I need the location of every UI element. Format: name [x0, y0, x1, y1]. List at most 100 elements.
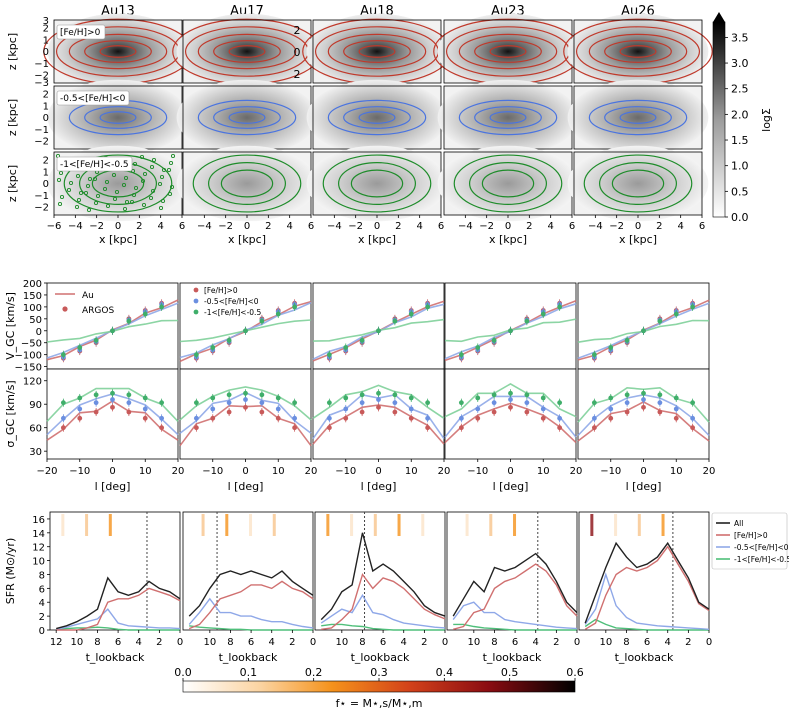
noise-contour — [141, 202, 147, 208]
map-ytick: 1 — [43, 167, 49, 178]
noise-contour — [111, 172, 117, 178]
dispersion-argos-point — [142, 395, 148, 401]
dispersion-argos-point — [60, 400, 66, 406]
noise-contour — [58, 170, 64, 176]
dispersion-argos-point — [508, 390, 513, 396]
dispersion-panel — [312, 368, 445, 460]
dispersion-argos-point — [159, 400, 165, 406]
noise-contour — [85, 183, 91, 189]
dispersion-argos-point — [126, 392, 132, 398]
legend-metal-swatch — [193, 287, 199, 293]
density-map-core — [306, 13, 448, 90]
density-colorbar-tick: 1.5 — [731, 134, 749, 147]
density-contour — [458, 99, 558, 136]
dispersion-argos-point — [77, 395, 83, 401]
dispersion-argos-point — [608, 406, 614, 412]
dispersion-argos-point — [326, 425, 332, 431]
dispersion-argos-point — [690, 400, 696, 406]
velocity-ytick: 100 — [23, 303, 42, 314]
sfr-line-fe_pos — [321, 572, 446, 630]
velocity-argos-point — [540, 311, 546, 317]
map-xtick: 6 — [569, 221, 575, 232]
merger-stripe — [513, 514, 517, 536]
dispersion-xtick: −10 — [69, 466, 90, 477]
dispersion-argos-point — [540, 415, 546, 421]
dispersion-argos-point — [142, 415, 148, 421]
density-contour — [197, 33, 297, 70]
fstar-colorbar-tick: 0.0 — [174, 666, 192, 679]
dispersion-argos-point — [624, 409, 630, 415]
noise-contour — [150, 188, 156, 194]
map-ytick-bottom: −3 — [34, 78, 49, 89]
noise-contour — [139, 154, 145, 160]
noise-contour — [167, 191, 173, 197]
map-ytick: −2 — [34, 137, 49, 148]
merger-stripe — [397, 514, 401, 536]
merger-stripe — [326, 514, 330, 536]
dispersion-argos-point — [326, 400, 332, 406]
fstar-colorbar-tick: 0.5 — [501, 666, 519, 679]
dispersion-argos-point — [425, 415, 431, 421]
dispersion-argos-point — [657, 409, 663, 415]
fstar-colorbar-label: f⋆ = M⋆,s/M⋆,m — [336, 697, 423, 710]
noise-contour — [86, 207, 92, 213]
noise-contour — [74, 204, 80, 210]
noise-contour — [114, 189, 120, 195]
dispersion-xtick: −10 — [335, 466, 356, 477]
density-contour — [489, 45, 527, 58]
map-ytick: −1 — [34, 59, 49, 70]
sfr-xtick: 2 — [685, 637, 691, 648]
density-contour — [327, 33, 427, 70]
noise-contour — [161, 167, 167, 173]
merger-stripe — [61, 514, 65, 536]
metallicity-label-box — [56, 156, 133, 172]
dispersion-xtick: −10 — [600, 466, 621, 477]
velocity-argos-point — [210, 345, 216, 350]
dispersion-argos-point — [641, 404, 646, 410]
velocity-ytick: −50 — [21, 339, 42, 350]
velocity-ytick: 150 — [23, 291, 42, 302]
density-map-core — [306, 79, 448, 156]
sfr-xtick: 6 — [512, 637, 518, 648]
dispersion-argos-point — [210, 395, 216, 401]
map-xlabel: x [kpc] — [99, 233, 137, 246]
merger-stripe — [373, 514, 377, 536]
dispersion-xtick: 0 — [507, 466, 513, 477]
sfr-legend-label: [Fe/H]>0 — [734, 531, 768, 540]
density-contour — [228, 111, 266, 124]
dispersion-argos-point — [60, 425, 66, 431]
density-contour — [474, 40, 542, 63]
dispersion-argos-point — [408, 395, 414, 401]
dispersion-argos-point — [540, 395, 546, 401]
sfr-xtick: 4 — [533, 637, 539, 648]
merger-stripe — [590, 514, 594, 536]
sfr-xtick: 2 — [289, 637, 295, 648]
noise-contour — [93, 200, 99, 206]
map-xtick: 0 — [244, 221, 250, 232]
velocity-ytick: 50 — [29, 315, 42, 326]
dispersion-argos-point — [292, 400, 298, 406]
dispersion-xtick: 0 — [640, 466, 646, 477]
density-map-core — [437, 145, 579, 222]
dispersion-model-line — [46, 387, 179, 422]
noise-contour — [142, 171, 148, 177]
density-contour — [228, 45, 266, 58]
density-map-core — [567, 13, 709, 90]
dispersion-argos-point — [624, 392, 630, 398]
density-map-core — [567, 145, 709, 222]
velocity-argos-point — [193, 352, 199, 358]
legend-metal-label: -1<[Fe/H]<-0.5 — [204, 308, 261, 317]
dispersion-xtick: 20 — [570, 466, 583, 477]
density-contour — [338, 162, 417, 206]
noise-contour — [122, 206, 128, 212]
dispersion-argos-point — [591, 415, 597, 421]
density-contour — [343, 106, 411, 129]
sfr-ytick: 6 — [39, 584, 45, 595]
velocity-argos-point — [376, 328, 381, 334]
sfr-xtick: 6 — [644, 637, 650, 648]
velocity-panel — [179, 282, 312, 370]
dispersion-argos-point — [557, 415, 563, 421]
density-contour — [583, 154, 693, 213]
velocity-argos-point — [326, 352, 332, 358]
dispersion-ylabel: σ_GC [km/s] — [4, 380, 17, 447]
